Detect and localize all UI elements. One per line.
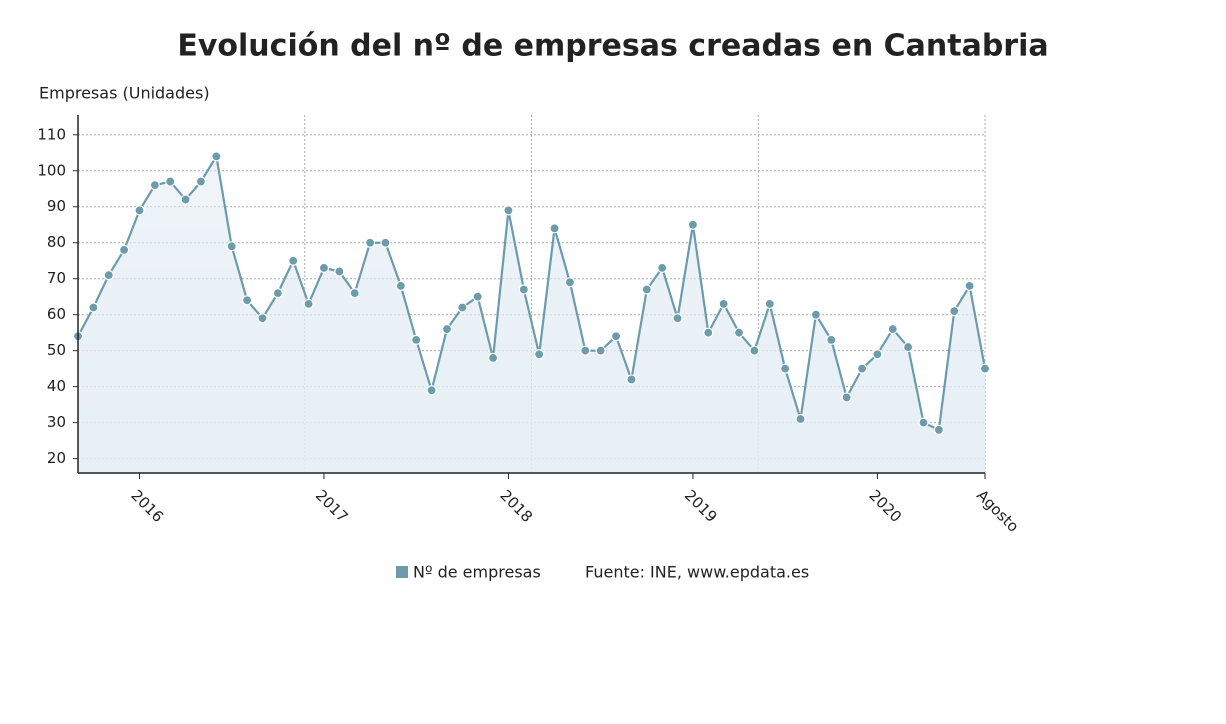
point [411,334,422,345]
x-tick-label: 2020 [865,486,905,526]
y-axis-label: Empresas (Unidades) [39,84,210,103]
point [318,262,330,274]
point [949,305,960,317]
point [672,313,683,324]
point [933,424,944,435]
point [211,151,222,162]
point [334,266,345,277]
point [149,180,160,191]
x-tick-label: 2017 [312,486,352,526]
point [733,327,745,338]
legend-entry: Nº de empresas [413,563,541,582]
point [457,302,468,313]
point [257,313,268,324]
point [195,176,207,187]
point [134,205,145,216]
point [903,341,914,353]
point [610,331,622,342]
y-tick-label: 60 [47,305,66,323]
source-note: Fuente: INE, www.epdata.es [585,563,809,582]
point [534,349,545,360]
point [780,363,791,374]
point [979,363,991,374]
point [657,262,668,274]
point [303,298,314,309]
x-tick-label: 2018 [496,486,536,526]
point [595,345,606,356]
point [641,284,652,295]
point [242,295,253,306]
line [77,153,987,432]
point [626,374,637,385]
point [826,334,837,345]
area [78,156,985,473]
point [856,363,868,374]
point [887,323,898,335]
point [795,413,806,425]
point [687,219,699,230]
y-tick-label: 20 [47,449,66,467]
y-tick-label: 50 [47,341,66,359]
point [441,323,453,335]
point [226,241,237,252]
y-tick-label: 100 [37,161,66,179]
point [703,327,714,338]
point [472,291,483,302]
x-tick-label: 2016 [127,486,167,526]
point [764,298,775,309]
point [426,385,437,396]
y-tick-label: 90 [47,197,66,215]
point [364,237,376,248]
legend-swatch [396,566,408,578]
point [380,237,391,248]
point [810,309,821,320]
y-tick-label: 30 [47,413,66,431]
y-tick-label: 70 [47,269,66,287]
x-tick-label: Agosto [973,486,1022,535]
y-tick-label: 110 [37,125,66,143]
point [841,392,852,403]
point [518,284,529,295]
point [580,345,591,356]
y-tick-label: 40 [47,377,66,395]
point [272,288,283,299]
point [349,288,360,299]
point [549,223,560,234]
chart-title: Evolución del nº de empresas creadas en … [177,29,1048,64]
point [119,244,130,256]
point [395,280,406,292]
point [487,352,499,363]
point [964,280,975,292]
point [103,270,114,281]
point [288,255,299,266]
point [749,345,760,356]
point [88,302,99,313]
point [180,194,191,205]
point [165,176,176,187]
point [564,277,576,288]
point [872,349,883,360]
y-tick-label: 80 [47,233,66,251]
point [918,417,929,428]
point [503,205,514,216]
x-tick-label: 2019 [681,486,721,526]
point [718,298,729,309]
